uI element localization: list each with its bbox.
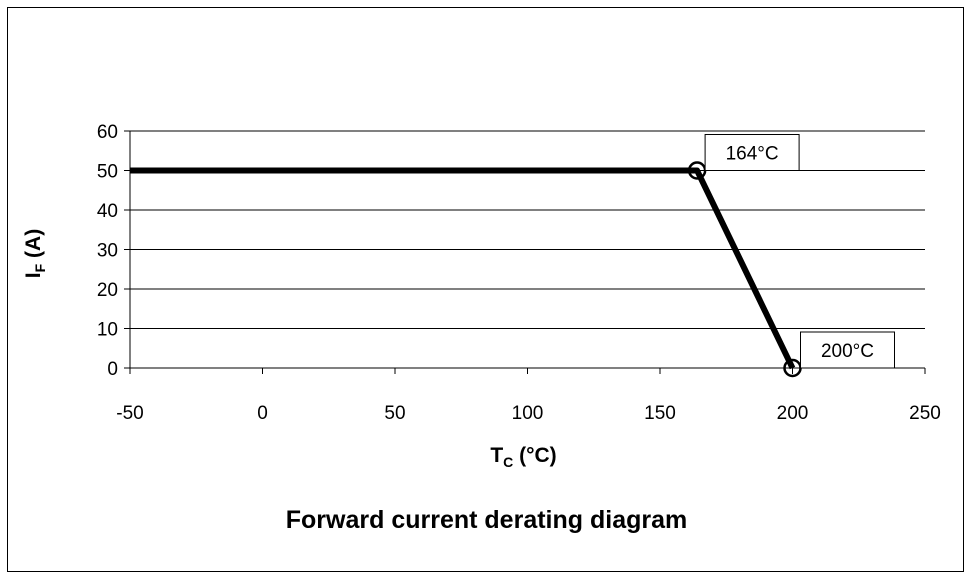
x-tick-label: 200 xyxy=(777,403,809,424)
annotation-box xyxy=(800,331,895,369)
x-tick-label: -50 xyxy=(116,403,143,424)
y-tick-label: 60 xyxy=(97,122,118,143)
y-tick-label: 50 xyxy=(97,162,118,183)
x-axis-title: TC (°C) xyxy=(490,444,556,470)
y-tick-label: 40 xyxy=(97,201,118,222)
annotation-label: 200°C xyxy=(821,341,874,362)
chart-caption: Forward current derating diagram xyxy=(285,506,688,534)
y-tick-label: 20 xyxy=(97,280,118,301)
x-tick-label: 100 xyxy=(512,403,544,424)
x-tick-label: 0 xyxy=(257,403,268,424)
y-axis-title: IF (A) xyxy=(22,229,48,278)
series-line xyxy=(130,167,796,370)
x-tick-label: 50 xyxy=(384,403,405,424)
y-tick-label: 30 xyxy=(97,241,118,262)
x-tick-label: 150 xyxy=(644,403,676,424)
annotation-label: 164°C xyxy=(726,144,779,165)
y-tick-label: 0 xyxy=(107,359,118,380)
x-tick-label: 250 xyxy=(909,403,941,424)
annotation-box xyxy=(704,134,800,171)
y-tick-label: 10 xyxy=(97,320,118,341)
